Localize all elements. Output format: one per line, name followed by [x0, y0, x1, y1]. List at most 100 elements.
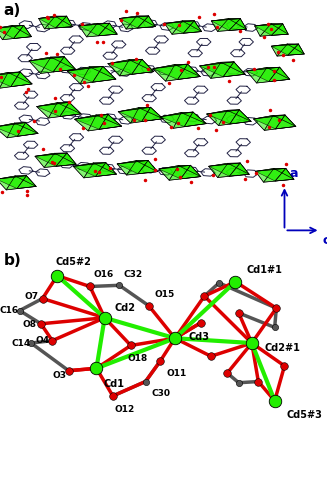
Text: Cd1: Cd1 [103, 379, 124, 389]
Polygon shape [0, 176, 15, 190]
Polygon shape [275, 168, 294, 181]
Polygon shape [160, 112, 181, 128]
Polygon shape [181, 112, 206, 124]
Polygon shape [218, 164, 249, 178]
Polygon shape [271, 44, 299, 46]
Polygon shape [120, 60, 154, 76]
Text: a): a) [3, 2, 21, 18]
Polygon shape [87, 23, 117, 37]
Polygon shape [119, 16, 137, 29]
Polygon shape [75, 114, 108, 119]
Polygon shape [257, 68, 290, 83]
Polygon shape [260, 24, 288, 36]
Text: Cd2#1: Cd2#1 [265, 343, 301, 353]
Polygon shape [153, 64, 188, 69]
Polygon shape [55, 16, 73, 27]
Polygon shape [79, 23, 110, 26]
Polygon shape [255, 168, 286, 181]
Polygon shape [276, 115, 296, 129]
Polygon shape [0, 72, 20, 86]
Polygon shape [57, 102, 81, 114]
Polygon shape [142, 107, 163, 121]
Polygon shape [183, 21, 202, 33]
Polygon shape [209, 163, 240, 176]
Polygon shape [95, 163, 116, 176]
Text: Cd2: Cd2 [114, 303, 135, 313]
Text: O15: O15 [155, 290, 175, 299]
Polygon shape [108, 60, 129, 76]
Polygon shape [0, 123, 26, 127]
Polygon shape [67, 66, 103, 71]
Polygon shape [264, 168, 294, 182]
Polygon shape [182, 21, 202, 31]
Polygon shape [0, 123, 26, 136]
Polygon shape [207, 110, 239, 124]
Polygon shape [277, 44, 304, 56]
Text: O8: O8 [23, 321, 37, 329]
Polygon shape [217, 19, 247, 31]
Polygon shape [79, 23, 97, 37]
Polygon shape [39, 16, 55, 29]
Polygon shape [2, 26, 31, 40]
Polygon shape [29, 57, 51, 74]
Polygon shape [181, 165, 201, 179]
Text: O7: O7 [25, 292, 39, 300]
Polygon shape [207, 110, 227, 126]
Polygon shape [119, 16, 148, 19]
Polygon shape [117, 161, 148, 164]
Polygon shape [271, 44, 287, 56]
Polygon shape [17, 176, 36, 189]
Polygon shape [132, 59, 154, 74]
Text: C32: C32 [123, 270, 142, 279]
Polygon shape [255, 24, 271, 36]
Polygon shape [0, 123, 14, 138]
Text: Cd1#1: Cd1#1 [247, 265, 283, 274]
Polygon shape [136, 161, 158, 172]
Polygon shape [153, 65, 175, 81]
Text: a: a [289, 167, 298, 180]
Polygon shape [80, 67, 116, 84]
Polygon shape [117, 161, 148, 174]
Polygon shape [209, 164, 228, 178]
Polygon shape [247, 67, 280, 82]
Polygon shape [0, 72, 20, 76]
Polygon shape [44, 16, 73, 29]
Text: Cd5#2: Cd5#2 [56, 257, 92, 268]
Polygon shape [119, 16, 148, 28]
Polygon shape [35, 153, 67, 166]
Polygon shape [44, 153, 76, 167]
Polygon shape [108, 59, 142, 74]
Text: O3: O3 [52, 371, 66, 380]
Polygon shape [97, 23, 117, 34]
Polygon shape [179, 165, 201, 177]
Polygon shape [271, 24, 288, 35]
Polygon shape [269, 67, 290, 82]
Polygon shape [274, 168, 294, 179]
Text: Cd3: Cd3 [188, 332, 209, 342]
Polygon shape [75, 115, 96, 131]
Text: O12: O12 [114, 405, 135, 414]
Polygon shape [90, 66, 116, 79]
Polygon shape [84, 163, 116, 178]
Polygon shape [159, 165, 191, 179]
Polygon shape [287, 44, 304, 54]
Polygon shape [67, 67, 90, 84]
Polygon shape [211, 19, 240, 21]
Text: C14: C14 [11, 338, 31, 348]
Polygon shape [209, 163, 240, 166]
Polygon shape [53, 57, 76, 72]
Polygon shape [164, 21, 194, 24]
Polygon shape [165, 65, 200, 81]
Polygon shape [253, 115, 273, 131]
Polygon shape [164, 21, 194, 33]
Polygon shape [159, 165, 179, 180]
Polygon shape [253, 115, 285, 129]
Text: O16: O16 [93, 271, 113, 279]
Polygon shape [138, 161, 158, 174]
Text: O18: O18 [128, 354, 148, 363]
Polygon shape [35, 153, 67, 156]
Polygon shape [6, 176, 36, 190]
Polygon shape [51, 57, 76, 69]
Polygon shape [98, 23, 117, 36]
Text: b): b) [3, 253, 21, 268]
